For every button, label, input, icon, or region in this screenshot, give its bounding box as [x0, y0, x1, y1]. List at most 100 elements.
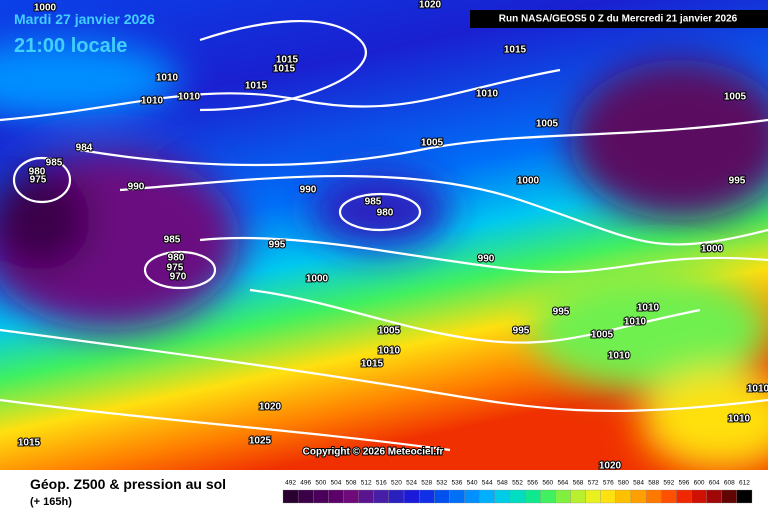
isobar-label: 975 — [30, 175, 47, 186]
legend-swatch — [297, 489, 314, 504]
legend-label: 520 — [391, 480, 402, 487]
isobar-label: 1015 — [504, 45, 527, 56]
isobar-label: 1010 — [141, 96, 164, 107]
legend-swatch — [555, 489, 571, 504]
isobar-label: 980 — [168, 253, 185, 264]
legend-swatch — [403, 489, 420, 504]
legend-swatch — [419, 489, 435, 504]
footer-lead: (+ 165h) — [30, 496, 72, 508]
legend-swatch — [645, 489, 662, 504]
legend-label: 572 — [588, 480, 599, 487]
run-info: Run NASA/GEOS5 0 Z du Mercredi 21 janvie… — [499, 14, 738, 25]
legend-swatch — [570, 489, 586, 504]
isobar-label: 1010 — [747, 384, 768, 395]
legend-label: 536 — [452, 480, 463, 487]
legend-swatch — [449, 489, 465, 504]
legend-label: 576 — [603, 480, 614, 487]
isobar-label: 1020 — [259, 402, 282, 413]
isobar-label: 1020 — [419, 0, 442, 11]
legend-label: 560 — [542, 480, 553, 487]
legend-label: 508 — [346, 480, 357, 487]
isobar-label: 1025 — [249, 436, 272, 447]
legend-swatch — [479, 489, 495, 504]
isobars — [0, 20, 768, 452]
legend-label: 564 — [557, 480, 568, 487]
isobar-label: 990 — [128, 182, 145, 193]
isobar-label: 1010 — [608, 351, 631, 362]
isobar-label: 1015 — [245, 81, 268, 92]
isobar-label: 1010 — [728, 414, 751, 425]
legend-swatch — [434, 489, 450, 504]
legend-swatch — [630, 489, 647, 504]
legend-swatch — [585, 489, 601, 504]
isobar-label: 1010 — [637, 303, 660, 314]
legend-swatch — [691, 489, 707, 504]
isobar-label: 1000 — [517, 176, 540, 187]
isobar-label: 1010 — [378, 346, 401, 357]
legend-label: 556 — [527, 480, 538, 487]
legend-label: 612 — [739, 480, 750, 487]
isobar-label: 1010 — [156, 73, 179, 84]
isobar-label: 1010 — [476, 89, 499, 100]
isobar-label: 980 — [377, 208, 394, 219]
isobar-label: 995 — [269, 240, 286, 251]
isobar-label: 985 — [46, 158, 63, 169]
legend-swatch — [706, 489, 722, 504]
footer-title: Géop. Z500 & pression au sol — [30, 476, 226, 492]
legend-swatch — [524, 489, 541, 504]
legend-label: 524 — [406, 480, 417, 487]
isobar-label: 984 — [76, 143, 93, 154]
legend-label: 568 — [573, 480, 584, 487]
run-box — [470, 10, 768, 28]
legend-swatch — [509, 489, 526, 504]
legend-swatch — [721, 489, 738, 504]
isobar-label: 1000 — [701, 244, 724, 255]
legend-label: 544 — [482, 480, 493, 487]
legend-swatch — [388, 489, 405, 504]
legend-swatch — [373, 489, 390, 504]
isobar-label: 1005 — [378, 326, 401, 337]
legend-label: 504 — [331, 480, 342, 487]
isobar-label: 990 — [478, 254, 495, 265]
legend-label: 516 — [376, 480, 387, 487]
legend-label: 584 — [633, 480, 644, 487]
isobar-label: 985 — [365, 197, 382, 208]
legend-label: 608 — [724, 480, 735, 487]
legend-label: 592 — [663, 480, 674, 487]
isobar-label: 1010 — [178, 92, 201, 103]
legend-swatch — [494, 489, 511, 504]
legend-swatch — [358, 489, 374, 504]
legend-swatch — [736, 489, 753, 504]
isobar-label: 980 — [29, 167, 46, 178]
legend-label: 604 — [709, 480, 720, 487]
isobar-label: 1005 — [591, 330, 614, 341]
legend-label: 512 — [361, 480, 372, 487]
time: 21:00 locale — [14, 35, 127, 57]
isobar-label: 975 — [167, 263, 184, 274]
legend-label: 528 — [421, 480, 432, 487]
legend-label: 596 — [678, 480, 689, 487]
legend-label: 496 — [300, 480, 311, 487]
isobar-label: 970 — [170, 272, 187, 283]
legend-swatch — [600, 489, 616, 504]
legend-swatch — [343, 489, 359, 504]
isobar-label: 995 — [513, 326, 530, 337]
legend-label: 500 — [315, 480, 326, 487]
isobar-label: 1005 — [724, 92, 747, 103]
legend-swatch — [540, 489, 556, 504]
isobar-label: 995 — [553, 307, 570, 318]
legend-swatch — [282, 489, 299, 504]
legend-swatch — [328, 489, 344, 504]
isobar-label: 1000 — [34, 3, 57, 14]
legend-label: 532 — [436, 480, 447, 487]
isobar-label: 990 — [300, 185, 317, 196]
copyright: Copyright © 2026 Meteociel.fr — [303, 447, 444, 458]
isobar-label: 995 — [729, 176, 746, 187]
isobar-label: 1000 — [306, 274, 329, 285]
legend-label: 580 — [618, 480, 629, 487]
date: Mardi 27 janvier 2026 — [14, 11, 155, 27]
isobar-label: 1015 — [276, 55, 299, 66]
legend-label: 552 — [512, 480, 523, 487]
